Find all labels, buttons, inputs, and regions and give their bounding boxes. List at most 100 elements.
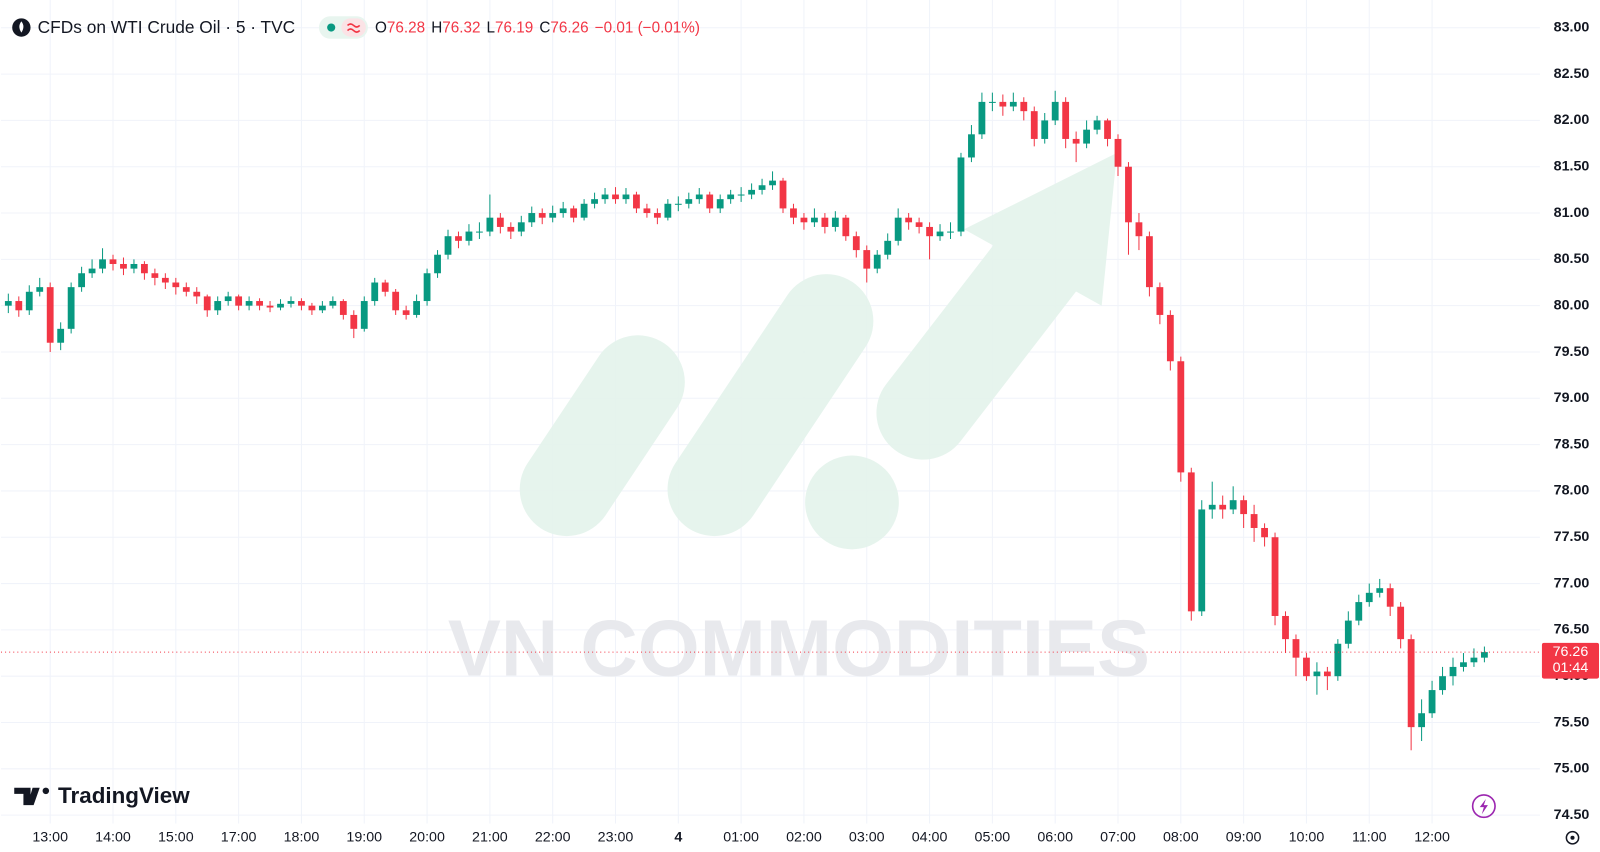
candle-body xyxy=(1187,472,1195,612)
candle-body xyxy=(779,180,787,209)
x-tick-label: 06:00 xyxy=(1037,829,1073,845)
candle-body xyxy=(915,222,923,227)
y-tick-label: 78.00 xyxy=(1554,483,1590,499)
candle-body xyxy=(1323,671,1331,677)
candle-body xyxy=(748,189,756,195)
candle-body xyxy=(256,301,263,306)
candle-body xyxy=(1344,620,1352,644)
y-tick-label: 75.00 xyxy=(1554,761,1590,777)
candle-body xyxy=(1481,652,1488,658)
candle-body xyxy=(141,263,148,274)
candle-body xyxy=(612,194,619,200)
candle-body xyxy=(884,240,892,255)
candle-body xyxy=(894,217,902,241)
candle-body xyxy=(842,217,850,237)
candle-body xyxy=(329,301,337,306)
candle-body xyxy=(999,101,1007,107)
candle-body xyxy=(926,226,933,237)
lightning-button[interactable] xyxy=(1471,794,1496,819)
candle-body xyxy=(298,301,305,306)
candle-body xyxy=(120,263,127,269)
logo-bar xyxy=(519,335,685,537)
last-price-label: 76.26 xyxy=(1553,644,1589,660)
candle-body xyxy=(371,282,379,302)
candle-body xyxy=(46,287,54,343)
candle-body xyxy=(947,231,954,233)
watermark-logo xyxy=(519,152,1117,550)
candle-body xyxy=(36,287,44,292)
candle-body xyxy=(266,305,274,308)
candle-body xyxy=(1261,527,1268,538)
candle-body xyxy=(88,268,96,274)
ohlc-value: 76.32 xyxy=(442,20,480,37)
candle-body xyxy=(1146,236,1153,288)
candle-body xyxy=(1428,690,1436,714)
candle-body xyxy=(1334,643,1342,677)
candle-body xyxy=(1104,120,1111,139)
candle-body xyxy=(685,199,693,204)
ohlc-key: H xyxy=(431,20,442,37)
candle-body xyxy=(423,273,431,302)
x-tick-label: 4 xyxy=(674,829,682,845)
candle-body xyxy=(203,296,211,311)
symbol-icon-drop xyxy=(19,21,24,33)
x-tick-label: 22:00 xyxy=(535,829,571,845)
candle-body xyxy=(360,301,368,329)
candle-body xyxy=(1030,111,1038,139)
candle-body xyxy=(402,310,410,315)
y-tick-label: 80.50 xyxy=(1554,251,1590,267)
candle-body xyxy=(67,287,75,329)
y-tick-label: 80.00 xyxy=(1554,297,1590,313)
x-tick-label: 17:00 xyxy=(221,829,257,845)
ohlc-key: C xyxy=(539,20,550,37)
candle-body xyxy=(1062,101,1070,139)
x-tick-label: 13:00 xyxy=(32,829,68,845)
candle-body xyxy=(633,194,640,209)
y-tick-label: 75.50 xyxy=(1554,714,1590,730)
candle-body xyxy=(486,217,494,232)
candle-body xyxy=(1051,101,1059,121)
status-pill xyxy=(341,18,366,37)
y-tick-label: 81.50 xyxy=(1554,158,1590,174)
x-tick-label: 11:00 xyxy=(1352,829,1387,845)
candle-body xyxy=(811,217,818,223)
x-tick-label: 14:00 xyxy=(95,829,131,845)
candle-body xyxy=(1355,602,1363,621)
candle-body xyxy=(716,199,724,209)
candle-body xyxy=(1240,500,1248,515)
y-tick-label: 83.00 xyxy=(1554,20,1590,36)
y-tick-label: 79.50 xyxy=(1554,344,1590,360)
candle-body xyxy=(1418,713,1426,728)
y-tick-label: 77.50 xyxy=(1554,529,1590,545)
candle-body xyxy=(643,208,651,214)
candle-body xyxy=(413,301,421,315)
candle-body xyxy=(1229,500,1237,510)
candle-body xyxy=(528,213,536,223)
candle-body xyxy=(769,180,776,186)
candle-body xyxy=(706,194,714,209)
x-tick-label: 07:00 xyxy=(1100,829,1136,845)
candle-body xyxy=(1282,615,1289,640)
candle-body xyxy=(161,277,169,283)
candle-body xyxy=(318,305,326,311)
x-tick-label: 09:00 xyxy=(1226,829,1262,845)
candle-body xyxy=(1365,592,1373,603)
x-tick-label: 03:00 xyxy=(849,829,885,845)
x-tick-label: 05:00 xyxy=(975,829,1011,845)
settings-button[interactable] xyxy=(1565,830,1580,845)
plot xyxy=(0,90,1540,751)
candle-body xyxy=(852,236,860,251)
candle-body xyxy=(695,194,703,200)
change: −0.01 (−0.01%) xyxy=(595,20,700,37)
candle-body xyxy=(936,231,944,237)
candle-body xyxy=(968,134,975,158)
x-tick-label: 04:00 xyxy=(912,829,948,845)
candle-body xyxy=(350,314,358,329)
candle-body xyxy=(465,231,473,241)
tradingview-logo: TradingView xyxy=(14,783,190,808)
y-tick-label: 77.00 xyxy=(1554,575,1590,591)
candle-body xyxy=(559,208,567,214)
logo-bar xyxy=(667,274,874,537)
